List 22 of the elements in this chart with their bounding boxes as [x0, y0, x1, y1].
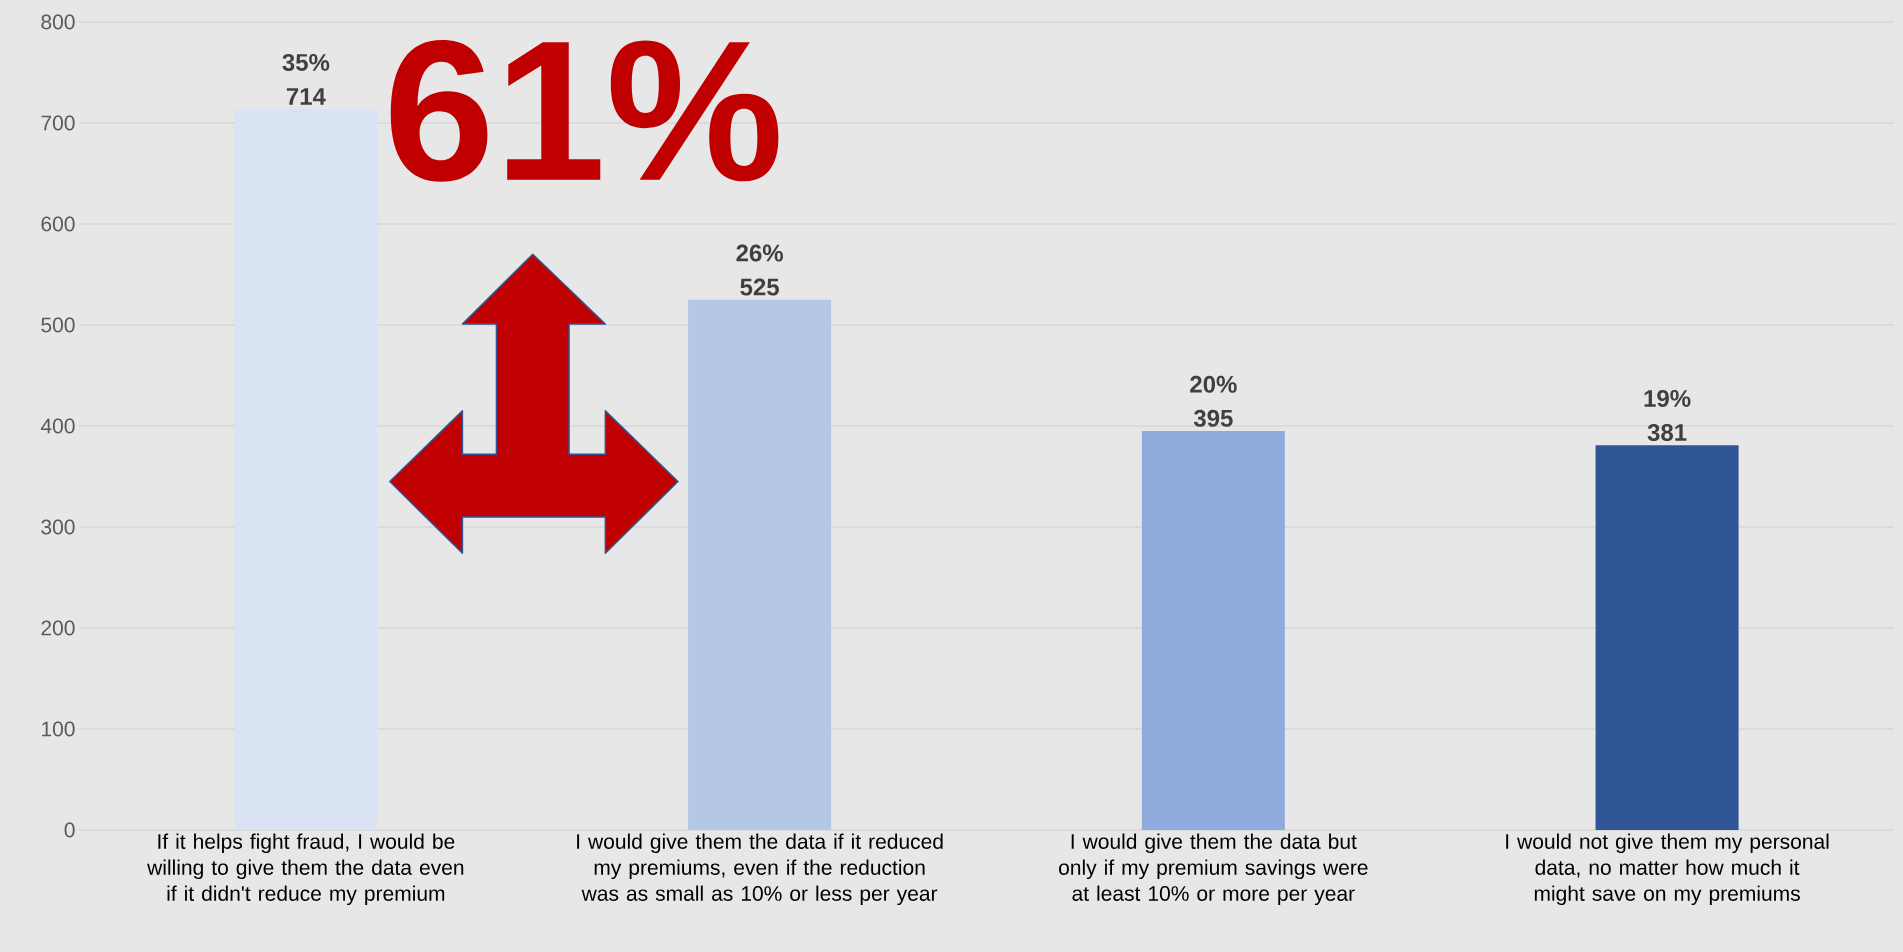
y-tick-label: 200 [41, 620, 75, 636]
data-label: 20% 395 [1190, 375, 1237, 427]
x-tick-label: I would not give them my personal data, no matter how much it might save on my premiums [1506, 833, 1829, 906]
y-tick-label: 500 [41, 317, 75, 333]
y-tick-label: 300 [41, 519, 75, 535]
y-tick-label: 800 [41, 14, 75, 30]
bar [1141, 431, 1285, 830]
y-tick-label: 0 [64, 822, 75, 838]
bar [234, 108, 378, 830]
y-tick-label: 700 [41, 115, 75, 131]
data-label: 19% 381 [1644, 389, 1691, 441]
data-label: 35% 714 [282, 53, 330, 105]
x-tick-label: If it helps fight fraud, I would be willing to give them the data even if it didn't reduce my premium [147, 833, 464, 906]
bar [1595, 445, 1739, 830]
bar [688, 299, 832, 830]
annotation: 61% [390, 40, 779, 182]
data-label: 26% 525 [736, 244, 783, 296]
x-tick-label: I would give them the data if it reduced my premiums, even if the reduction was as small as 10% or less per year [577, 833, 943, 906]
y-tick-label: 100 [42, 721, 75, 737]
y-tick-label: 400 [40, 418, 75, 434]
x-tick-label: I would give them the data but only if my premium savings were at least 10% or more per year [1059, 833, 1368, 906]
y-tick-label: 600 [41, 216, 75, 232]
